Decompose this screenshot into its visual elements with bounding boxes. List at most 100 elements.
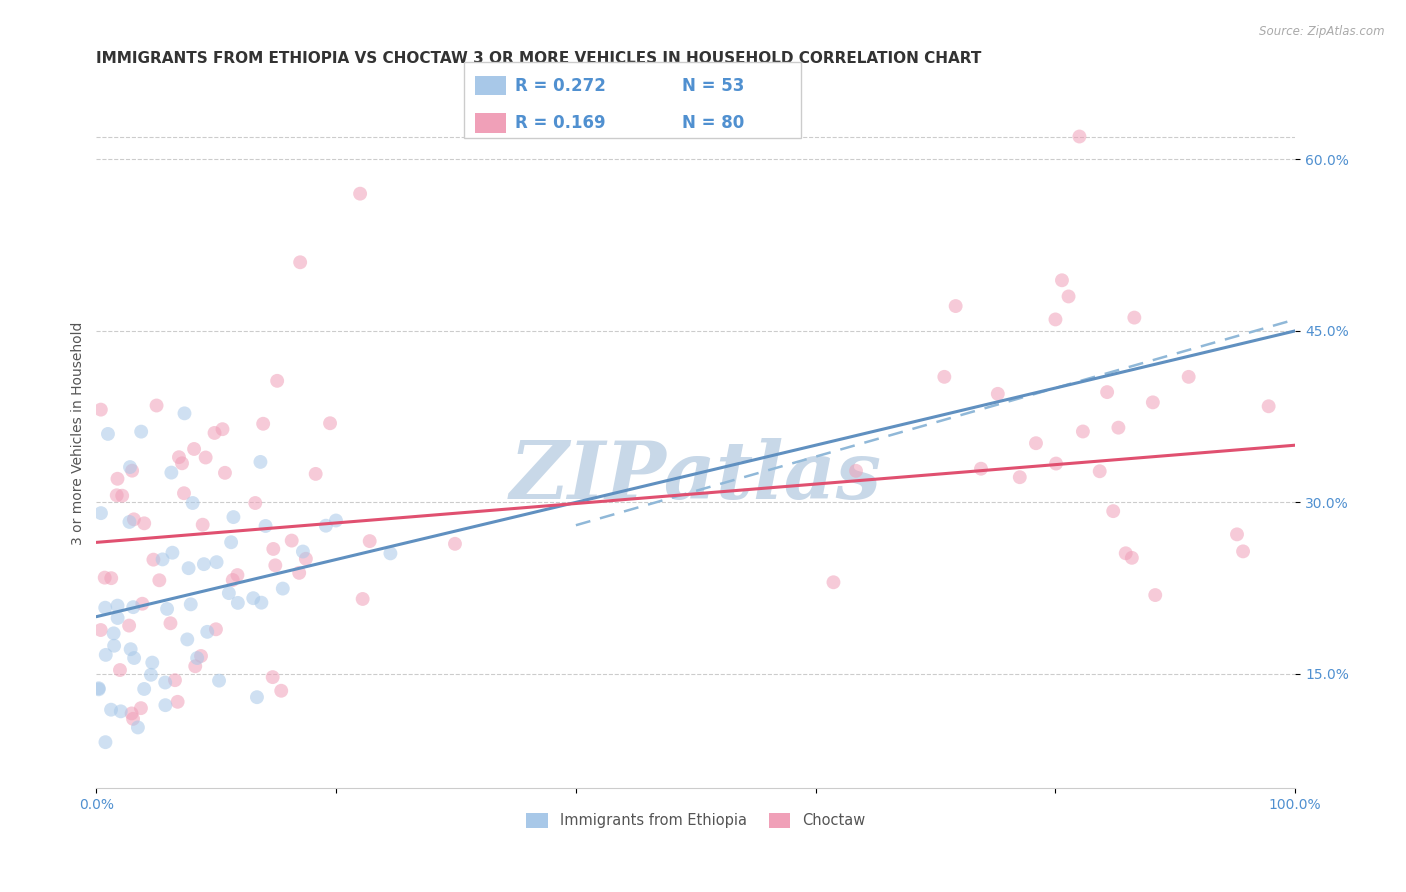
Point <box>153 675 176 690</box>
Point <box>264 558 287 573</box>
Point <box>325 514 347 528</box>
Point <box>93 571 115 585</box>
Point <box>191 517 214 532</box>
Point <box>252 417 274 431</box>
Point <box>94 600 117 615</box>
Point <box>226 596 249 610</box>
Point <box>845 464 868 478</box>
Point <box>1107 420 1129 434</box>
Text: R = 0.272: R = 0.272 <box>515 77 606 95</box>
Point <box>180 598 202 612</box>
Point <box>170 456 193 470</box>
Point <box>204 425 226 440</box>
Point <box>1095 385 1118 400</box>
Point <box>1226 527 1249 541</box>
Point <box>120 642 142 657</box>
Text: N = 53: N = 53 <box>682 77 744 95</box>
Point <box>94 648 117 662</box>
Point <box>1142 395 1164 409</box>
Point <box>118 618 141 632</box>
Point <box>226 568 249 582</box>
Point <box>110 704 132 718</box>
Point <box>380 546 402 560</box>
Point <box>1045 457 1067 471</box>
Point <box>190 648 212 663</box>
Point <box>987 387 1010 401</box>
Point <box>107 611 129 625</box>
Text: IMMIGRANTS FROM ETHIOPIA VS CHOCTAW 3 OR MORE VEHICLES IN HOUSEHOLD CORRELATION : IMMIGRANTS FROM ETHIOPIA VS CHOCTAW 3 OR… <box>97 51 981 66</box>
Point <box>121 464 143 478</box>
Point <box>163 673 186 688</box>
Point <box>315 518 337 533</box>
Point <box>105 488 128 502</box>
Point <box>107 599 129 613</box>
Point <box>121 706 143 721</box>
Text: ZIPatlas: ZIPatlas <box>510 438 882 515</box>
Point <box>145 399 167 413</box>
Point <box>352 591 374 606</box>
Point <box>1088 464 1111 478</box>
Point <box>107 472 129 486</box>
Point <box>823 575 845 590</box>
Point <box>249 455 271 469</box>
Point <box>214 466 236 480</box>
Point <box>97 426 120 441</box>
Point <box>166 695 188 709</box>
Point <box>139 667 162 681</box>
Point <box>208 673 231 688</box>
Point <box>1177 369 1199 384</box>
Point <box>103 639 125 653</box>
Point <box>1025 436 1047 450</box>
Point <box>167 450 190 465</box>
Point <box>1257 399 1279 413</box>
Point <box>142 552 165 566</box>
Point <box>122 712 145 726</box>
Point <box>934 369 956 384</box>
Point <box>1069 129 1091 144</box>
Point <box>1232 544 1254 558</box>
Point <box>1071 425 1094 439</box>
Point <box>288 566 311 580</box>
Point <box>271 582 294 596</box>
Point <box>1121 550 1143 565</box>
Point <box>349 186 371 201</box>
Point <box>218 586 240 600</box>
Point <box>280 533 302 548</box>
Point <box>1045 312 1067 326</box>
Point <box>195 624 218 639</box>
Point <box>176 632 198 647</box>
Point <box>270 683 292 698</box>
Point <box>111 489 134 503</box>
Point <box>288 255 311 269</box>
Point <box>1050 273 1073 287</box>
Point <box>90 506 112 520</box>
Text: R = 0.169: R = 0.169 <box>515 114 605 132</box>
Point <box>222 510 245 524</box>
Point <box>305 467 328 481</box>
Point <box>945 299 967 313</box>
Point <box>108 663 131 677</box>
Point <box>193 557 215 571</box>
Point <box>1144 588 1167 602</box>
Point <box>1115 546 1137 560</box>
Legend: Immigrants from Ethiopia, Choctaw: Immigrants from Ethiopia, Choctaw <box>520 807 872 834</box>
Point <box>222 573 245 587</box>
Text: N = 80: N = 80 <box>682 114 744 132</box>
Point <box>184 659 207 673</box>
Point <box>319 416 342 430</box>
Point <box>1123 310 1146 325</box>
Point <box>118 460 141 475</box>
Point <box>250 596 273 610</box>
Point <box>129 701 152 715</box>
Point <box>152 552 174 566</box>
Point <box>1057 289 1080 303</box>
Point <box>211 422 233 436</box>
Point <box>141 656 163 670</box>
Point <box>295 551 318 566</box>
Point <box>122 600 145 615</box>
Point <box>186 651 208 665</box>
Point <box>159 616 181 631</box>
Point <box>148 574 170 588</box>
Point <box>359 534 381 549</box>
Point <box>118 515 141 529</box>
